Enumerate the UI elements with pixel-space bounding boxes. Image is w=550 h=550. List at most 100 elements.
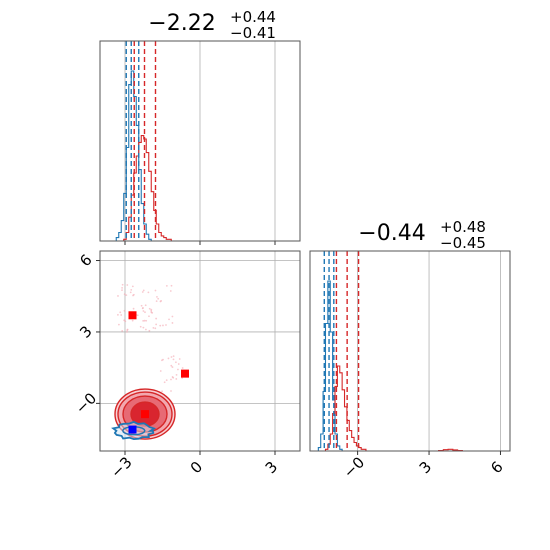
title-main: −0.44 [358,221,425,246]
scatter-point [177,363,180,365]
scatter-point [170,284,173,287]
scatter-point [150,308,153,311]
scatter-point [157,297,160,300]
scatter-point [145,319,148,322]
scatter-point [148,329,151,332]
scatter-point [142,319,145,322]
scatter-point [119,311,122,314]
scatter-point [165,379,168,382]
scatter-point [181,367,184,369]
scatter-point [154,327,157,330]
histogram-step [116,135,177,242]
scatter-point [172,355,175,358]
scatter-point [148,315,150,318]
scatter-point [141,307,144,310]
scatter-point [171,315,174,318]
scatter-point [121,286,123,289]
scatter-point [171,376,174,378]
scatter-point [169,290,172,292]
histogram-bars [317,280,463,452]
scatter-point [155,300,158,303]
scatter-point [142,289,145,292]
x-tick-label: −3 [107,453,135,481]
x-tick-label: 6 [487,458,506,477]
quantile-lines [323,251,360,451]
scatter-point [177,368,179,371]
marker-square [128,425,137,434]
scatter-point [132,307,135,310]
scatter-contour-panel: −3 0 3 −0 3 6 [72,250,301,482]
scatter-point [171,322,174,324]
scatter-point [123,309,126,312]
scatter-point [159,300,162,303]
scatter-point [165,284,168,287]
histogram-step [318,365,378,452]
scatter-point [143,319,146,322]
scatter-point [151,311,154,314]
title-subscript: −0.45 [440,234,486,252]
x-tick-labels: −0 3 6 [340,451,507,482]
scatter-point [132,294,134,297]
histogram-step [438,448,463,452]
scatter-point [162,324,164,327]
scatter-point [172,358,175,361]
scatter-point [175,373,178,376]
scatter-point [130,288,133,291]
scatter-point [155,323,158,326]
scatter-point [147,291,150,294]
marker-square [141,410,149,419]
y-tick-label: 6 [76,251,95,270]
scatter-point [139,325,142,328]
scatter-point [162,358,164,361]
scatter-point [156,295,158,298]
scatter-point [154,289,157,292]
scatter-point [126,331,128,333]
marker-square [181,369,189,378]
scatter-point [170,364,173,367]
x-tick-label: 0 [187,458,206,477]
scatter-point [123,293,126,296]
scatter-point [178,358,181,360]
scatter-point [159,324,162,327]
scatter-point [144,311,146,314]
scatter-point [125,294,128,297]
scatter-point [148,307,151,310]
scatter-point [124,320,127,323]
scatter-point [174,361,177,364]
title-superscript: +0.44 [230,8,276,26]
panel-title: −0.44 [358,221,425,246]
x-tick-label: −0 [340,453,368,481]
scatter-point [131,319,134,322]
axes-frame [309,250,511,452]
scatter-point [142,310,145,312]
scatter-point [155,317,158,320]
scatter-points [117,283,186,393]
panel-title: −2.22 [148,11,215,36]
scatter-point [129,291,132,294]
scatter-point [131,285,134,288]
histogram-step [317,280,378,452]
quantile-lines [125,41,157,241]
scatter-point [175,378,178,380]
scatter-point [136,314,139,317]
scatter-point [120,314,123,316]
scatter-point [126,284,129,286]
scatter-point [117,313,119,316]
scatter-point [118,323,120,326]
scatter-point [126,329,129,332]
scatter-point [167,357,170,360]
scatter-point [161,390,163,393]
contour-level-blue [122,426,146,436]
title-main: −2.22 [148,11,215,36]
scatter-point [170,356,173,358]
scatter-point [144,304,147,307]
scatter-point [141,291,144,293]
scatter-point [121,283,124,286]
y-tick-labels: −0 3 6 [72,251,100,418]
histogram-panel-y: −0 3 6 −0.44 +0.48 −0.45 [309,218,511,482]
scatter-point [150,310,153,312]
scatter-point [165,324,167,326]
scatter-point [121,330,124,332]
scatter-point [159,370,162,372]
